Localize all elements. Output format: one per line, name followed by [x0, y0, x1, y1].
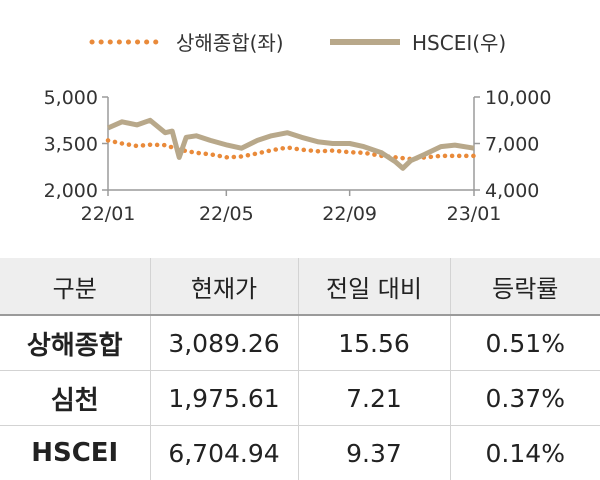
legend-label-hscei: HSCEI(우) [412, 31, 506, 55]
chart-legend: 상해종합(좌) HSCEI(우) [89, 31, 506, 55]
row-change-rate: 0.14% [449, 425, 600, 480]
x-axis-tick-label: 22/09 [322, 203, 377, 225]
right-axis-tick-label: 10,000 [485, 87, 551, 109]
row-change: 9.37 [297, 425, 450, 480]
row-change-rate: 0.37% [449, 370, 600, 426]
left-axis-tick-label: 3,500 [44, 134, 98, 156]
table-row: 심천 1,975.61 7.21 0.37% [0, 370, 600, 426]
row-current-price: 6,704.94 [149, 425, 298, 480]
row-name: 심천 [0, 370, 150, 426]
row-change: 15.56 [297, 315, 450, 371]
right-axis-tick-label: 4,000 [485, 180, 539, 202]
row-name: 상해종합 [0, 315, 150, 371]
row-current-price: 3,089.26 [149, 315, 298, 371]
row-current-price: 1,975.61 [149, 370, 298, 426]
header-change-rate: 등락률 [449, 258, 600, 316]
x-axis-tick-label: 22/05 [199, 203, 254, 225]
left-axis-tick-label: 2,000 [44, 180, 98, 202]
header-category: 구분 [0, 258, 150, 316]
series-line-hscei [106, 117, 475, 171]
row-name: HSCEI [31, 438, 119, 468]
header-change: 전일 대비 [297, 258, 450, 316]
row-change: 7.21 [297, 370, 450, 426]
table-row: 상해종합 3,089.26 15.56 0.51% [0, 315, 600, 371]
table-row: HSCEI 6,704.94 9.37 0.14% [0, 425, 600, 480]
right-axis-tick-label: 7,000 [485, 134, 539, 156]
x-axis-tick-label: 22/01 [81, 203, 136, 225]
left-axis-tick-label: 5,000 [44, 87, 98, 109]
row-change-rate: 0.51% [449, 315, 600, 371]
index-quote-table: 구분 현재가 전일 대비 등락률 상해종합 3,089.26 15.56 0.5… [0, 258, 600, 480]
chart-marks: 5,000 3,500 2,000 10,000 7,000 4,000 22/01 22/0… [44, 87, 552, 225]
index-line-chart: 상해종합(좌) HSCEI(우) 5,000 3,500 2,000 10,000 7,… [44, 31, 552, 225]
legend-label-shanghai: 상해종합(좌) [176, 31, 284, 55]
table-header-row: 구분 현재가 전일 대비 등락률 [0, 258, 600, 316]
header-current-price: 현재가 [149, 258, 298, 316]
x-axis-tick-label: 23/01 [447, 203, 502, 225]
